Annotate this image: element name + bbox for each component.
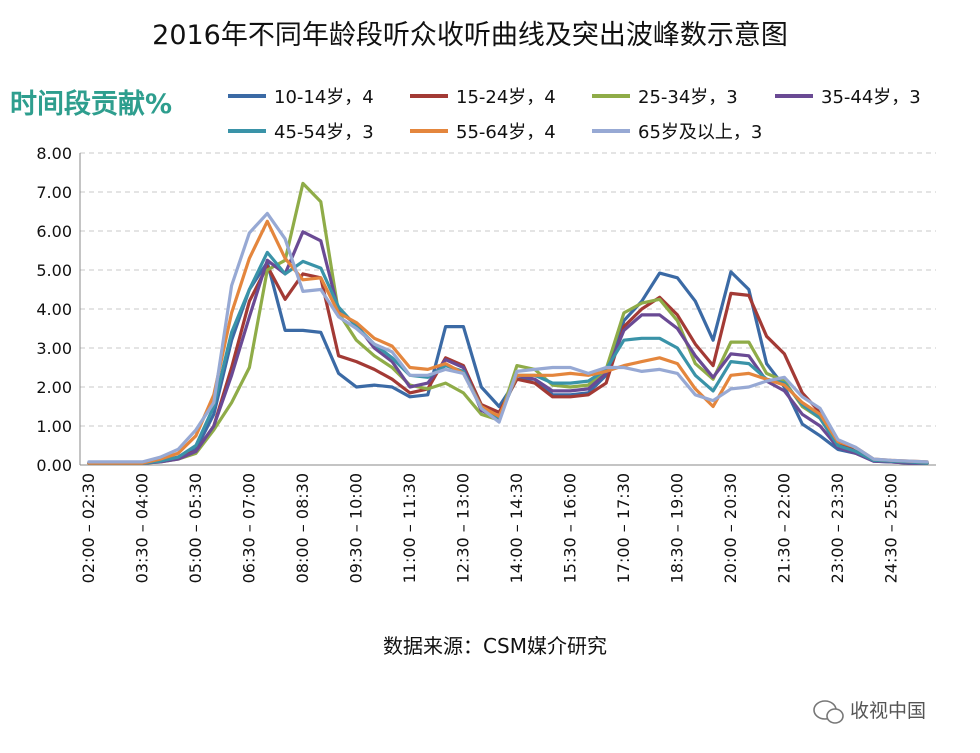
- y-tick-label: 3.00: [36, 339, 72, 358]
- watermark-text: 收视中国: [850, 700, 926, 722]
- legend-label: 65岁及以上，3: [638, 122, 762, 143]
- x-tick-label: 14:00 – 14:30: [507, 473, 526, 583]
- y-tick-label: 7.00: [36, 183, 72, 202]
- x-tick-label: 24:30 – 25:00: [881, 473, 900, 583]
- wechat-icon: [813, 700, 844, 724]
- y-tick-label: 0.00: [36, 456, 72, 475]
- legend-label: 45-54岁，3: [274, 122, 374, 143]
- x-tick-label: 17:00 – 17:30: [614, 473, 633, 583]
- y-axis-title: 时间段贡献%: [10, 89, 172, 120]
- series-line-5: [87, 250, 929, 465]
- x-tick-label: 18:30 – 19:00: [667, 473, 686, 583]
- x-tick-label: 05:00 – 05:30: [186, 473, 205, 583]
- y-tick-label: 4.00: [36, 300, 72, 319]
- legend: 10-14岁，4 15-24岁，4 25-34岁，3 35-44岁，3 45-54岁，3…: [228, 87, 921, 143]
- legend-label: 25-34岁，3: [638, 87, 738, 108]
- x-tick-label: 23:00 – 23:30: [828, 473, 847, 583]
- series-line-7: [87, 211, 929, 464]
- x-tick-label: 11:00 – 11:30: [400, 473, 419, 583]
- series-lines: [87, 181, 929, 465]
- watermark: 收视中国: [813, 700, 926, 724]
- x-tick-label: 15:30 – 16:00: [560, 473, 579, 583]
- x-tick-label: 06:30 – 07:00: [239, 473, 258, 583]
- series-line-1: [87, 260, 929, 465]
- x-tick-label: 02:00 – 02:30: [79, 473, 98, 583]
- axes: 0.00 1.00 2.00 3.00 4.00 5.00 6.00 7.00 8.00 02:0…: [36, 144, 936, 583]
- x-tick-label: 09:30 – 10:00: [346, 473, 365, 583]
- y-tick-label: 2.00: [36, 378, 72, 397]
- y-tick-label: 8.00: [36, 144, 72, 163]
- y-tick-label: 1.00: [36, 417, 72, 436]
- y-tick-label: 5.00: [36, 261, 72, 280]
- x-tick-label: 20:00 – 20:30: [721, 473, 740, 583]
- grid-lines: [80, 152, 936, 427]
- legend-label: 15-24岁，4: [456, 87, 556, 108]
- chart-title: 2016年不同年龄段听众收听曲线及突出波峰数示意图: [152, 20, 788, 51]
- legend-label: 10-14岁，4: [274, 87, 374, 108]
- x-tick-label: 12:30 – 13:00: [453, 473, 472, 583]
- x-tick-label: 03:30 – 04:00: [132, 473, 151, 583]
- legend-label: 35-44岁，3: [821, 87, 921, 108]
- legend-label: 55-64岁，4: [456, 122, 556, 143]
- x-tick-label: 21:30 – 22:00: [774, 473, 793, 583]
- y-tick-label: 6.00: [36, 222, 72, 241]
- source-note: 数据来源：CSM媒介研究: [383, 634, 607, 658]
- x-tick-label: 08:00 – 08:30: [293, 473, 312, 583]
- series-line-2: [87, 264, 929, 465]
